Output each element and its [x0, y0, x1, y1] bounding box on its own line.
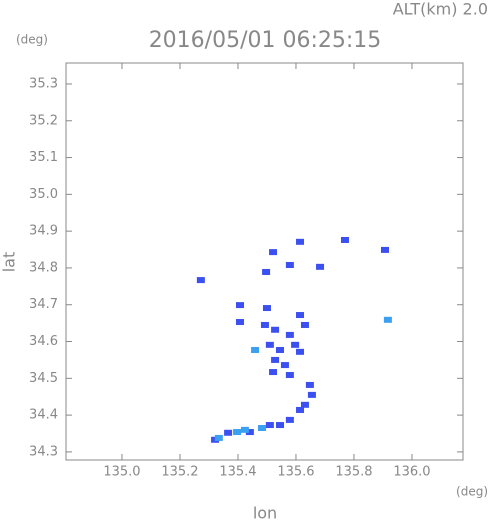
echo-cell: [296, 312, 305, 319]
echo-cell: [316, 263, 325, 270]
echo-cell: [251, 346, 260, 353]
echo-cell: [214, 434, 223, 441]
x-unit: (deg): [456, 485, 488, 499]
echo-cell: [285, 331, 294, 338]
y-tick-label: 34.5: [29, 371, 58, 386]
echo-cell: [380, 246, 389, 253]
y-tick-label: 35.0: [29, 187, 58, 202]
y-axis-label: lat: [0, 252, 19, 273]
echo-cell: [235, 302, 244, 309]
echo-cell: [340, 236, 349, 243]
echo-cell: [305, 381, 314, 388]
echo-cell: [271, 356, 280, 363]
x-tick-label: 135.0: [103, 465, 140, 480]
echo-cell: [300, 321, 309, 328]
y-tick-label: 35.1: [29, 150, 58, 165]
y-tick-label: 34.9: [29, 224, 58, 239]
echo-cell: [307, 391, 316, 398]
echo-cell: [235, 319, 244, 326]
echo-cell: [262, 305, 271, 312]
x-tick-label: 135.6: [277, 465, 314, 480]
echo-cell: [262, 268, 271, 275]
echo-cell: [240, 426, 249, 433]
y-tick-label: 34.3: [29, 444, 58, 459]
y-tick-label: 34.7: [29, 297, 58, 312]
y-tick-label: 34.6: [29, 334, 58, 349]
y-tick-label: 34.8: [29, 260, 58, 275]
y-unit: (deg): [16, 33, 48, 47]
echo-cell: [300, 401, 309, 408]
echo-cell: [233, 429, 242, 436]
x-tick-label: 135.2: [161, 465, 198, 480]
y-tick-label: 35.3: [29, 76, 58, 91]
y-tick-label: 35.2: [29, 113, 58, 128]
x-tick-label: 136.0: [393, 465, 430, 480]
x-tick-label: 135.8: [335, 465, 372, 480]
echo-cell: [280, 362, 289, 369]
echo-cell: [276, 422, 285, 429]
echo-cell: [383, 316, 392, 323]
echo-cell: [265, 341, 274, 348]
echo-cell: [296, 348, 305, 355]
echo-cell: [296, 238, 305, 245]
echo-cell: [196, 277, 205, 284]
echo-cell: [296, 406, 305, 413]
y-tick-label: 34.4: [29, 408, 58, 423]
echo-cell: [224, 429, 233, 436]
x-axis-label: lon: [253, 504, 277, 521]
plot-frame: [65, 62, 464, 461]
x-tick-label: 135.4: [219, 465, 256, 480]
echo-cell: [269, 249, 278, 256]
echo-cell: [269, 369, 278, 376]
echo-cell: [285, 261, 294, 268]
echo-cell: [260, 321, 269, 328]
echo-cell: [258, 424, 267, 431]
echo-cell: [285, 416, 294, 423]
echo-cell: [245, 429, 254, 436]
echo-cell: [291, 341, 300, 348]
echo-cell: [285, 372, 294, 379]
chart-title: 2016/05/01 06:25:15: [149, 28, 382, 53]
echo-cell: [265, 422, 274, 429]
echo-cell: [276, 346, 285, 353]
subtitle: ALT(km) 2.0: [393, 0, 488, 19]
echo-cell: [271, 326, 280, 333]
